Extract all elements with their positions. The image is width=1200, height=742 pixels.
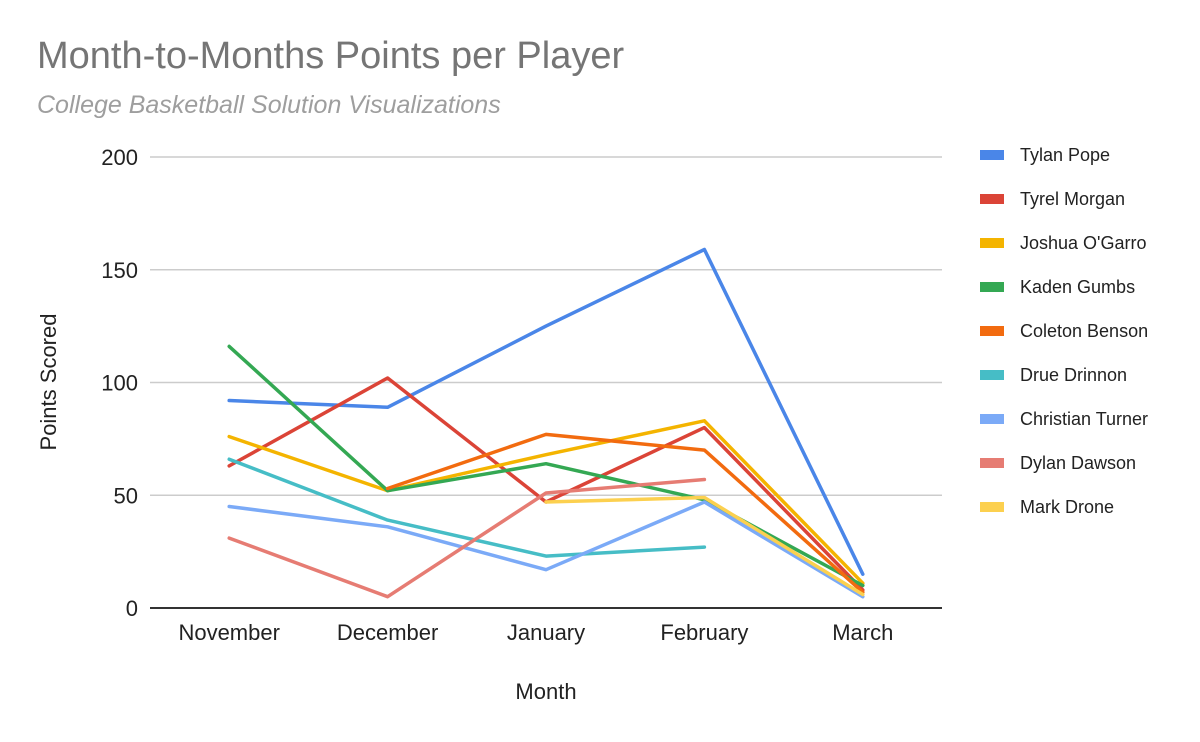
y-tick-label: 200	[101, 145, 138, 170]
x-tick-label: February	[660, 620, 748, 645]
legend-swatch	[980, 414, 1004, 424]
legend-swatch	[980, 502, 1004, 512]
legend-label: Tyrel Morgan	[1020, 189, 1125, 209]
legend-item: Tylan Pope	[980, 145, 1110, 165]
series-line-4	[385, 432, 865, 594]
x-tick-label: March	[832, 620, 893, 645]
series-line-6	[227, 500, 865, 599]
series-line-8	[544, 495, 865, 597]
legend-item: Coleton Benson	[980, 321, 1148, 341]
x-axis-title: Month	[515, 679, 576, 704]
legend-swatch	[980, 150, 1004, 160]
legend-swatch	[980, 282, 1004, 292]
chart-subtitle: College Basketball Solution Visualizatio…	[37, 91, 501, 119]
legend-item: Dylan Dawson	[980, 453, 1136, 473]
legend-label: Tylan Pope	[1020, 145, 1110, 165]
x-tick-label: December	[337, 620, 438, 645]
series-line-0	[227, 247, 865, 576]
legend-label: Dylan Dawson	[1020, 453, 1136, 473]
y-axis-ticks: 0 50 100 150 200	[101, 145, 138, 621]
y-tick-label: 100	[101, 371, 138, 396]
x-axis-ticks: November December January February March	[178, 620, 893, 645]
series-line-7	[227, 477, 707, 599]
legend-swatch	[980, 194, 1004, 204]
legend-swatch	[980, 326, 1004, 336]
legend-label: Coleton Benson	[1020, 321, 1148, 341]
legend-label: Christian Turner	[1020, 409, 1148, 429]
y-axis-title: Points Scored	[36, 314, 61, 451]
legend-swatch	[980, 458, 1004, 468]
legend-label: Kaden Gumbs	[1020, 277, 1135, 297]
gridlines	[150, 156, 942, 496]
legend-item: Mark Drone	[980, 497, 1114, 517]
legend-label: Drue Drinnon	[1020, 365, 1127, 385]
legend-item: Kaden Gumbs	[980, 277, 1135, 297]
legend-label: Mark Drone	[1020, 497, 1114, 517]
y-tick-label: 0	[126, 596, 138, 621]
legend-swatch	[980, 238, 1004, 248]
series-line-2	[227, 419, 865, 585]
series-line-5	[227, 457, 707, 558]
chart-title: Month-to-Months Points per Player	[37, 35, 624, 77]
y-tick-label: 50	[114, 483, 138, 508]
y-tick-label: 150	[101, 258, 138, 283]
legend-item: Christian Turner	[980, 409, 1148, 429]
legend: Tylan Pope Tyrel Morgan Joshua O'Garro Kade…	[980, 145, 1148, 517]
legend-label: Joshua O'Garro	[1020, 233, 1147, 253]
x-tick-label: November	[178, 620, 279, 645]
legend-item: Tyrel Morgan	[980, 189, 1125, 209]
legend-swatch	[980, 370, 1004, 380]
series-lines	[227, 247, 865, 599]
x-tick-label: January	[507, 620, 585, 645]
legend-item: Drue Drinnon	[980, 365, 1127, 385]
legend-item: Joshua O'Garro	[980, 233, 1147, 253]
